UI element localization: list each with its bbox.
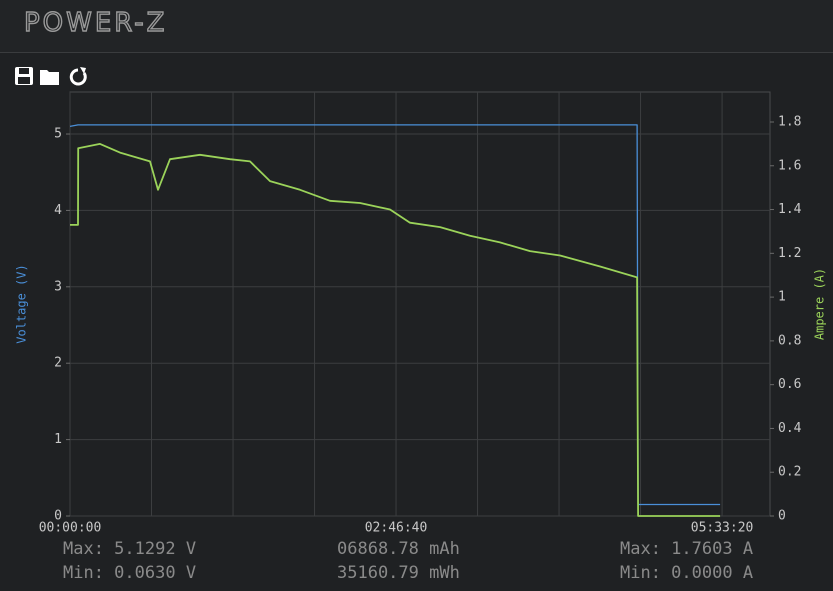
refresh-button[interactable]	[69, 67, 87, 86]
y-axis-label: Voltage (V)	[15, 264, 29, 343]
x-tick-label: 05:33:20	[691, 521, 754, 536]
y2-tick-label: 0.8	[778, 333, 801, 348]
save-button[interactable]	[15, 67, 33, 85]
y-tick-label: 0	[54, 509, 62, 524]
capacity: 06868.78 mAh	[337, 539, 460, 559]
y2-tick-label: 0	[778, 509, 786, 524]
y2-tick-label: 1.2	[778, 246, 801, 261]
y-tick-label: 3	[54, 279, 62, 294]
y-tick-label: 4	[54, 203, 62, 218]
y2-axis-label: Ampere (A)	[813, 268, 827, 340]
x-tick-label: 00:00:00	[39, 521, 102, 536]
toolbar	[15, 67, 87, 86]
series-line	[69, 124, 721, 506]
y2-tick-label: 1.4	[778, 202, 802, 217]
current-min: Min: 0.0000 A	[620, 563, 754, 583]
voltage-min: Min: 0.0630 V	[63, 563, 197, 583]
header: POWER-Z	[0, 0, 833, 53]
current-max: Max: 1.7603 A	[620, 539, 754, 559]
energy: 35160.79 mWh	[337, 563, 460, 583]
y-tick-label: 2	[54, 356, 62, 371]
plot-area	[69, 91, 771, 517]
y-tick-label: 5	[54, 127, 62, 142]
series-line	[70, 143, 721, 517]
x-tick-label: 02:46:40	[365, 521, 428, 536]
logo: POWER-Z	[23, 7, 168, 38]
open-button[interactable]	[40, 70, 59, 85]
y-tick-label: 1	[54, 432, 62, 447]
y2-tick-label: 1.8	[778, 114, 801, 129]
y2-tick-label: 1.6	[778, 158, 801, 173]
y2-tick-label: 0.2	[778, 465, 801, 480]
y2-tick-label: 1	[778, 290, 786, 305]
y2-tick-label: 0.6	[778, 377, 801, 392]
voltage-max: Max: 5.1292 V	[63, 539, 197, 559]
y2-tick-label: 0.4	[778, 421, 802, 436]
